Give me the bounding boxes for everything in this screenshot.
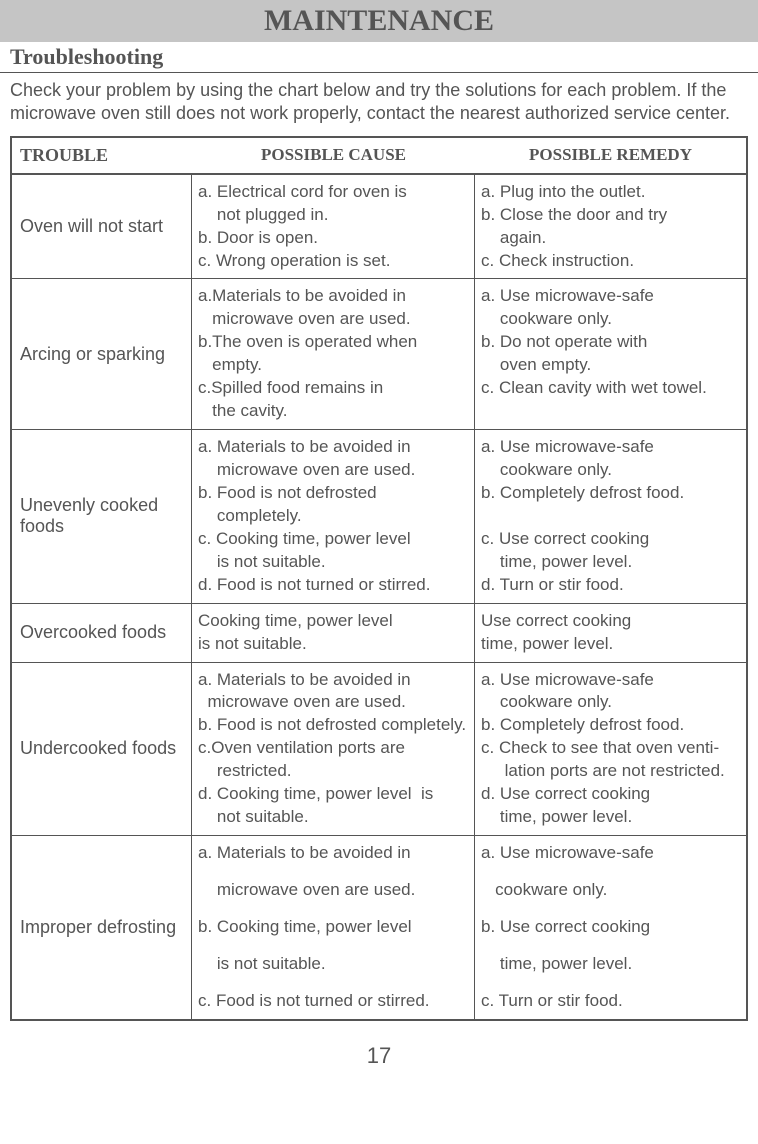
- cell-line: [481, 505, 740, 528]
- trouble-cell: Improper defrosting: [12, 836, 192, 1019]
- remedy-cell: a. Use microwave-safe cookware only.b. C…: [475, 663, 746, 836]
- cell-line: microwave oven are used.: [198, 691, 468, 714]
- table-row: Undercooked foodsa. Materials to be avoi…: [12, 663, 746, 837]
- intro-text: Check your problem by using the chart be…: [0, 73, 758, 136]
- cause-cell: a. Materials to be avoided in microwave …: [192, 663, 475, 836]
- cell-line: b. Cooking time, power level: [198, 916, 468, 939]
- cell-line: c. Wrong operation is set.: [198, 250, 468, 273]
- cell-line: a. Plug into the outlet.: [481, 181, 740, 204]
- cell-line: empty.: [198, 354, 468, 377]
- cell-line: a. Materials to be avoided in: [198, 436, 468, 459]
- cell-line: a. Use microwave-safe: [481, 285, 740, 308]
- cell-line: b. Completely defrost food.: [481, 482, 740, 505]
- cell-line: b. Door is open.: [198, 227, 468, 250]
- remedy-cell: a. Plug into the outlet.b. Close the doo…: [475, 175, 746, 279]
- page-title-banner: MAINTENANCE: [0, 0, 758, 42]
- table-row: Improper defrostinga. Materials to be av…: [12, 836, 746, 1019]
- trouble-cell: Arcing or sparking: [12, 279, 192, 429]
- col-header-trouble: TROUBLE: [12, 138, 192, 173]
- cause-cell: a. Materials to be avoided in microwave …: [192, 836, 475, 1019]
- cell-line: not plugged in.: [198, 204, 468, 227]
- remedy-cell: Use correct cookingtime, power level.: [475, 604, 746, 662]
- cell-line: time, power level.: [481, 953, 740, 976]
- cell-line: time, power level.: [481, 806, 740, 829]
- cell-line: c. Turn or stir food.: [481, 990, 740, 1013]
- cell-line: is not suitable.: [198, 551, 468, 574]
- cell-line: c.Spilled food remains in: [198, 377, 468, 400]
- remedy-cell: a. Use microwave-safe cookware only.b. D…: [475, 279, 746, 429]
- table-header-row: TROUBLE POSSIBLE CAUSE POSSIBLE REMEDY: [12, 138, 746, 175]
- cell-line: a. Materials to be avoided in: [198, 669, 468, 692]
- table-row: Overcooked foodsCooking time, power leve…: [12, 604, 746, 663]
- cell-line: c. Check instruction.: [481, 250, 740, 273]
- cell-line: restricted.: [198, 760, 468, 783]
- cell-line: a.Materials to be avoided in: [198, 285, 468, 308]
- col-header-remedy: POSSIBLE REMEDY: [475, 138, 746, 173]
- cell-line: b. Food is not defrosted completely.: [198, 714, 468, 737]
- cell-line: cookware only.: [481, 879, 740, 902]
- cell-line: cookware only.: [481, 691, 740, 714]
- cell-line: the cavity.: [198, 400, 468, 423]
- cell-line: a. Use microwave-safe: [481, 669, 740, 692]
- cell-line: c. Use correct cooking: [481, 528, 740, 551]
- remedy-cell: a. Use microwave-safe cookware only.b. C…: [475, 430, 746, 603]
- cell-line: microwave oven are used.: [198, 879, 468, 902]
- cell-line: microwave oven are used.: [198, 308, 468, 331]
- table-row: Arcing or sparkinga.Materials to be avoi…: [12, 279, 746, 430]
- trouble-cell: Undercooked foods: [12, 663, 192, 836]
- table-row: Unevenly cooked foodsa. Materials to be …: [12, 430, 746, 604]
- cause-cell: a.Materials to be avoided in microwave o…: [192, 279, 475, 429]
- cell-line: again.: [481, 227, 740, 250]
- trouble-cell: Overcooked foods: [12, 604, 192, 662]
- cell-line: c. Food is not turned or stirred.: [198, 990, 468, 1013]
- cell-line: time, power level.: [481, 633, 740, 656]
- col-header-cause: POSSIBLE CAUSE: [192, 138, 475, 173]
- cell-line: c. Cooking time, power level: [198, 528, 468, 551]
- cell-line: a. Use microwave-safe: [481, 842, 740, 865]
- cell-line: completely.: [198, 505, 468, 528]
- cell-line: c. Check to see that oven venti-: [481, 737, 740, 760]
- troubleshooting-table: TROUBLE POSSIBLE CAUSE POSSIBLE REMEDY O…: [10, 136, 748, 1021]
- cause-cell: Cooking time, power levelis not suitable…: [192, 604, 475, 662]
- section-header: Troubleshooting: [0, 42, 758, 73]
- cell-line: time, power level.: [481, 551, 740, 574]
- cell-line: cookware only.: [481, 459, 740, 482]
- cell-line: b. Do not operate with: [481, 331, 740, 354]
- trouble-cell: Oven will not start: [12, 175, 192, 279]
- cell-line: b. Use correct cooking: [481, 916, 740, 939]
- table-body: Oven will not starta. Electrical cord fo…: [12, 175, 746, 1019]
- cell-line: Use correct cooking: [481, 610, 740, 633]
- cause-cell: a. Materials to be avoided in microwave …: [192, 430, 475, 603]
- cell-line: b. Food is not defrosted: [198, 482, 468, 505]
- trouble-cell: Unevenly cooked foods: [12, 430, 192, 603]
- cell-line: not suitable.: [198, 806, 468, 829]
- cell-line: b. Completely defrost food.: [481, 714, 740, 737]
- cell-line: Cooking time, power level: [198, 610, 468, 633]
- cell-line: b.The oven is operated when: [198, 331, 468, 354]
- cell-line: d. Turn or stir food.: [481, 574, 740, 597]
- cell-line: d. Cooking time, power level is: [198, 783, 468, 806]
- remedy-cell: a. Use microwave-safe cookware only. b. U…: [475, 836, 746, 1019]
- cause-cell: a. Electrical cord for oven is not plugg…: [192, 175, 475, 279]
- cell-line: d. Food is not turned or stirred.: [198, 574, 468, 597]
- cell-line: d. Use correct cooking: [481, 783, 740, 806]
- cell-line: is not suitable.: [198, 633, 468, 656]
- cell-line: c. Clean cavity with wet towel.: [481, 377, 740, 400]
- cell-line: a. Use microwave-safe: [481, 436, 740, 459]
- cell-line: a. Materials to be avoided in: [198, 842, 468, 865]
- cell-line: is not suitable.: [198, 953, 468, 976]
- cell-line: c.Oven ventilation ports are: [198, 737, 468, 760]
- cell-line: oven empty.: [481, 354, 740, 377]
- cell-line: microwave oven are used.: [198, 459, 468, 482]
- page-number: 17: [0, 1021, 758, 1069]
- cell-line: b. Close the door and try: [481, 204, 740, 227]
- cell-line: lation ports are not restricted.: [481, 760, 740, 783]
- cell-line: a. Electrical cord for oven is: [198, 181, 468, 204]
- table-row: Oven will not starta. Electrical cord fo…: [12, 175, 746, 280]
- cell-line: cookware only.: [481, 308, 740, 331]
